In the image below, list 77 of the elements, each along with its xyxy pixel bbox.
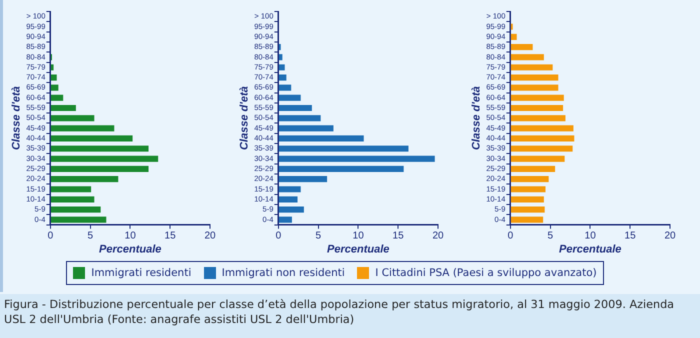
bar — [278, 186, 301, 192]
bar — [278, 166, 404, 172]
bar — [50, 156, 158, 162]
bar — [278, 196, 298, 202]
bar — [50, 176, 118, 182]
bar — [278, 64, 285, 70]
bar — [278, 104, 312, 112]
bar — [50, 196, 94, 202]
x-tick-label: 0 — [508, 230, 514, 242]
x-tick-label: 20 — [204, 230, 216, 242]
bar — [510, 146, 573, 152]
bar — [510, 206, 545, 213]
bar — [510, 104, 564, 112]
bar — [510, 176, 549, 182]
bar — [50, 115, 94, 122]
bar — [510, 54, 544, 60]
y-axis-title: Classe d'età — [470, 86, 483, 150]
y-axis-title: Classe d'età — [238, 86, 251, 150]
bar — [278, 156, 435, 162]
bar — [278, 216, 292, 223]
legend-label: Immigrati residenti — [91, 267, 192, 279]
bar — [510, 166, 556, 172]
bar — [50, 135, 133, 142]
bar — [50, 125, 114, 132]
bar — [50, 206, 101, 213]
bar — [510, 84, 558, 91]
bar — [50, 104, 76, 112]
x-axis-title: Percentuale — [99, 243, 162, 256]
bar — [278, 115, 321, 122]
x-tick-label: 15 — [164, 230, 176, 242]
bar — [510, 186, 546, 192]
legend-label: I Cittadini PSA (Paesi a sviluppo avanzato) — [375, 267, 597, 279]
bar — [278, 206, 304, 213]
bar — [510, 196, 544, 202]
y-axis-title: Classe d'età — [10, 86, 23, 150]
bar — [510, 125, 574, 132]
bar — [50, 74, 57, 81]
bar — [510, 135, 574, 142]
bar — [50, 64, 54, 70]
x-tick-label: 5 — [548, 230, 554, 242]
bar — [50, 216, 106, 223]
bar — [510, 74, 558, 81]
x-tick-label: 20 — [432, 230, 444, 242]
x-axis-title: Percentuale — [559, 243, 622, 256]
x-tick-label: 5 — [88, 230, 94, 242]
legend-label: Immigrati non residenti — [222, 267, 345, 279]
x-tick-label: 0 — [276, 230, 282, 242]
bar — [50, 146, 149, 152]
bar — [278, 135, 364, 142]
bar — [278, 54, 282, 60]
bar — [278, 125, 334, 132]
bar — [510, 216, 544, 223]
x-tick-label: 0 — [48, 230, 54, 242]
bar — [278, 74, 286, 81]
x-tick-label: 10 — [584, 230, 596, 242]
bar — [510, 115, 566, 122]
bar — [510, 34, 517, 40]
bar — [278, 94, 301, 101]
bar — [50, 166, 149, 172]
x-axis-title: Percentuale — [327, 243, 390, 256]
bar — [510, 156, 565, 162]
x-tick-label: 10 — [352, 230, 364, 242]
bar — [50, 94, 64, 101]
bar — [278, 146, 408, 152]
x-tick-label: 5 — [316, 230, 322, 242]
x-tick-label: 20 — [664, 230, 676, 242]
bar — [510, 64, 553, 70]
text: Figura - Distribuzione percentuale per classe d’età della popolazione per status migratorio, al 31 maggio 2009. Azienda USL 2 dell'Umbria (Fonte: anagrafe assistiti USL 2 dell'Umbria) — [0, 294, 700, 338]
bar — [510, 44, 533, 50]
x-tick-label: 15 — [392, 230, 404, 242]
bar — [50, 84, 58, 91]
bar — [278, 84, 292, 91]
bar — [50, 186, 92, 192]
x-tick-label: 15 — [624, 230, 636, 242]
x-tick-label: 10 — [124, 230, 136, 242]
bar — [278, 176, 328, 182]
bar — [510, 94, 564, 101]
